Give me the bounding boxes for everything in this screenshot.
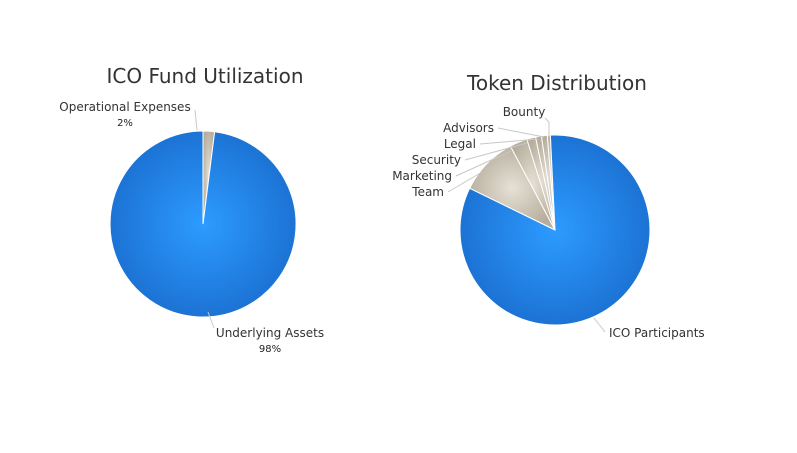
- slice-label-operational-expenses: Operational Expenses: [59, 100, 190, 114]
- slice-label-underlying-assets: Underlying Assets: [216, 326, 324, 340]
- slice-label-security: Security: [412, 153, 461, 167]
- leader-line-underlying-assets: [207, 311, 215, 329]
- leader-line-security: [464, 142, 528, 161]
- pie-slice-underlying-assets[interactable]: [109, 130, 297, 318]
- slice-percent-operational-expenses: 2%: [117, 118, 133, 129]
- slice-label-ico-participants: ICO Participants: [609, 326, 705, 340]
- leader-line-advisors: [497, 127, 545, 138]
- chart-title: ICO Fund Utilization: [107, 64, 304, 88]
- slice-label-marketing: Marketing: [392, 169, 452, 183]
- slice-percent-underlying-assets: 98%: [259, 344, 281, 355]
- ico-fund-utilization-chart: ICO Fund Utilization Operational Expense…: [59, 64, 324, 355]
- pie-slices: [459, 134, 651, 326]
- slice-label-legal: Legal: [444, 137, 476, 151]
- leader-line-team: [447, 171, 483, 193]
- pie-slice-ico-participants[interactable]: [459, 134, 651, 326]
- leader-line-legal: [479, 138, 539, 145]
- leader-line-ico-participants: [593, 317, 606, 333]
- slice-label-advisors: Advisors: [443, 121, 494, 135]
- leader-line-operational-expenses: [194, 109, 198, 131]
- slice-label-bounty: Bounty: [503, 105, 546, 119]
- leader-line-marketing: [455, 150, 512, 177]
- slice-label-team: Team: [411, 185, 444, 199]
- chart-title: Token Distribution: [466, 71, 647, 95]
- token-distribution-chart: Token Distribution Bounty Advisors Legal…: [392, 71, 704, 340]
- pie-slices: [109, 130, 297, 318]
- leader-line-bounty: [544, 117, 550, 137]
